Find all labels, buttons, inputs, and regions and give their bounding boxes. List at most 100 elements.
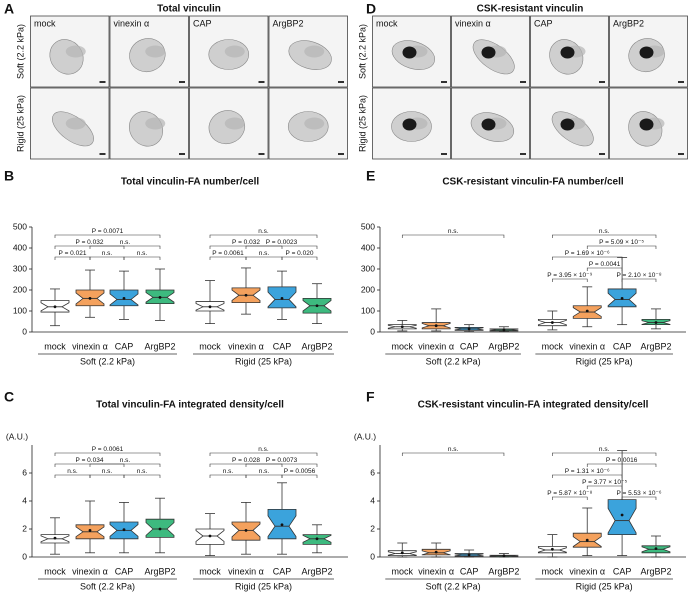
bracket xyxy=(54,463,125,467)
x-tick-label: ArgBP2 xyxy=(640,341,671,351)
y-tick-label: 2 xyxy=(22,523,27,533)
y-tick-label: 0 xyxy=(370,551,375,561)
mean xyxy=(654,547,658,550)
bracket xyxy=(209,234,318,238)
bracket xyxy=(586,245,657,249)
y-tick-label: 100 xyxy=(13,305,27,315)
y-tick-label: 0 xyxy=(22,551,27,561)
comparison-label: P = 0.021 xyxy=(59,250,87,257)
x-tick-label: CAP xyxy=(613,566,632,576)
mean xyxy=(434,324,438,328)
comparison-label: P = 3.95 × 10⁻⁹ xyxy=(547,272,592,279)
cell-edge xyxy=(145,45,166,58)
comparison-label: P = 0.0061 xyxy=(92,446,124,453)
bracket xyxy=(209,474,247,478)
group-label: Soft (2.2 kPa) xyxy=(426,581,481,591)
group-label: Rigid (25 kPa) xyxy=(576,356,633,366)
y-axis-label: (A.U.) xyxy=(354,431,376,441)
y-tick-label: 0 xyxy=(370,326,375,336)
group-label: Soft (2.2 kPa) xyxy=(80,356,135,366)
row-label: Soft (2.2 kPa) xyxy=(357,24,367,79)
comparison-label: n.s. xyxy=(120,457,131,464)
comparison-label: n.s. xyxy=(258,228,269,235)
bracket xyxy=(621,496,657,500)
cell-edge xyxy=(304,117,325,130)
y-tick-label: 500 xyxy=(361,221,375,231)
panel-letter: D xyxy=(366,1,376,17)
panel-title: CSK-resistant vinculin xyxy=(477,4,584,15)
x-tick-label: vinexin α xyxy=(418,341,454,351)
bracket xyxy=(209,452,318,456)
cell-edge xyxy=(224,117,245,130)
comparison-label: P = 0.032 xyxy=(76,239,104,246)
comparison-label: P = 0.034 xyxy=(76,457,104,464)
bracket xyxy=(552,496,588,500)
x-tick-label: mock xyxy=(199,341,221,351)
cell-edge xyxy=(65,45,86,58)
nucleus xyxy=(639,118,654,131)
comparison-label: P = 3.77 × 10⁻⁵ xyxy=(582,479,627,486)
comparison-label: n.s. xyxy=(599,446,610,453)
mean xyxy=(585,538,589,542)
comparison-label: P = 0.0061 xyxy=(212,250,244,257)
y-tick-label: 0 xyxy=(22,326,27,336)
bracket xyxy=(209,256,247,260)
cell-edge xyxy=(304,45,325,58)
x-tick-label: ArgBP2 xyxy=(144,341,175,351)
comparison-label: n.s. xyxy=(137,468,148,475)
x-tick-label: CAP xyxy=(115,341,134,351)
column-label: vinexin α xyxy=(455,18,491,28)
comparison-label: n.s. xyxy=(448,228,459,235)
x-tick-label: CAP xyxy=(460,341,479,351)
bracket xyxy=(54,245,125,249)
nucleus xyxy=(560,46,575,59)
comparison-label: P = 0.032 xyxy=(232,239,260,246)
y-tick-label: 300 xyxy=(13,263,27,273)
mean xyxy=(315,537,319,541)
comparison-label: n.s. xyxy=(67,468,78,475)
nucleus xyxy=(639,46,654,59)
mean xyxy=(53,536,57,540)
x-tick-label: ArgBP2 xyxy=(488,341,519,351)
x-tick-label: CAP xyxy=(273,566,292,576)
nucleus xyxy=(481,118,496,131)
y-tick-label: 200 xyxy=(13,284,27,294)
comparison-label: P = 0.0056 xyxy=(284,468,316,475)
bracket xyxy=(245,474,283,478)
bracket xyxy=(401,234,505,238)
bracket xyxy=(245,463,318,467)
y-tick-label: 500 xyxy=(13,221,27,231)
comparison-label: P = 1.31 × 10⁻⁶ xyxy=(565,468,610,475)
y-tick-label: 6 xyxy=(370,467,375,477)
column-label: mock xyxy=(376,18,398,28)
bracket xyxy=(123,474,161,478)
group-label: Soft (2.2 kPa) xyxy=(426,356,481,366)
x-tick-label: mock xyxy=(44,566,66,576)
mean xyxy=(122,528,126,532)
bracket xyxy=(552,452,657,456)
comparison-label: n.s. xyxy=(137,250,148,257)
mean xyxy=(550,547,554,551)
x-tick-label: vinexin α xyxy=(228,341,264,351)
nucleus xyxy=(402,46,417,59)
mean xyxy=(122,297,126,300)
column-label: ArgBP2 xyxy=(273,18,304,28)
bracket xyxy=(281,474,318,478)
x-tick-label: ArgBP2 xyxy=(488,566,519,576)
mean xyxy=(467,553,471,557)
column-label: mock xyxy=(34,18,56,28)
group-label: Soft (2.2 kPa) xyxy=(80,581,135,591)
y-axis-label: (A.U.) xyxy=(6,431,28,441)
row-label: Soft (2.2 kPa) xyxy=(15,24,25,79)
x-tick-label: vinexin α xyxy=(228,566,264,576)
panel-letter: F xyxy=(366,389,375,405)
bracket xyxy=(89,256,125,260)
mean xyxy=(280,523,284,527)
mean xyxy=(550,321,554,324)
mean xyxy=(158,295,162,299)
comparison-label: n.s. xyxy=(448,446,459,453)
mean xyxy=(654,321,658,324)
mean xyxy=(400,325,404,329)
x-tick-label: mock xyxy=(199,566,221,576)
